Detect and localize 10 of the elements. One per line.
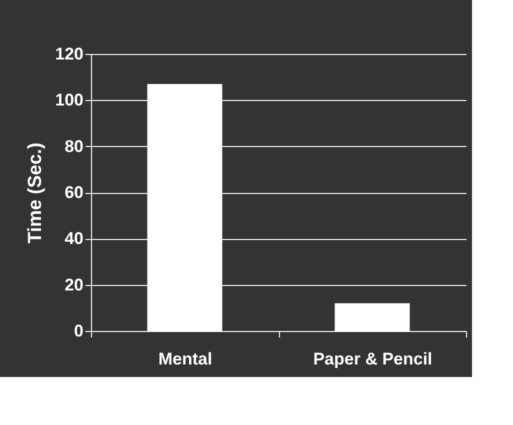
- y-axis-title: Time (Sec.): [25, 142, 46, 244]
- y-tick-label: 100: [55, 90, 84, 110]
- y-tick-label: 120: [55, 44, 84, 64]
- x-tick-label: Paper & Pencil: [313, 350, 432, 368]
- y-tick-label: 40: [64, 229, 84, 248]
- y-tick-label: 60: [64, 183, 84, 202]
- x-tick-label: Mental: [158, 350, 212, 368]
- y-tick-label: 20: [64, 275, 84, 294]
- y-tick-label: 0: [74, 322, 84, 340]
- y-tick-label: 80: [64, 136, 84, 156]
